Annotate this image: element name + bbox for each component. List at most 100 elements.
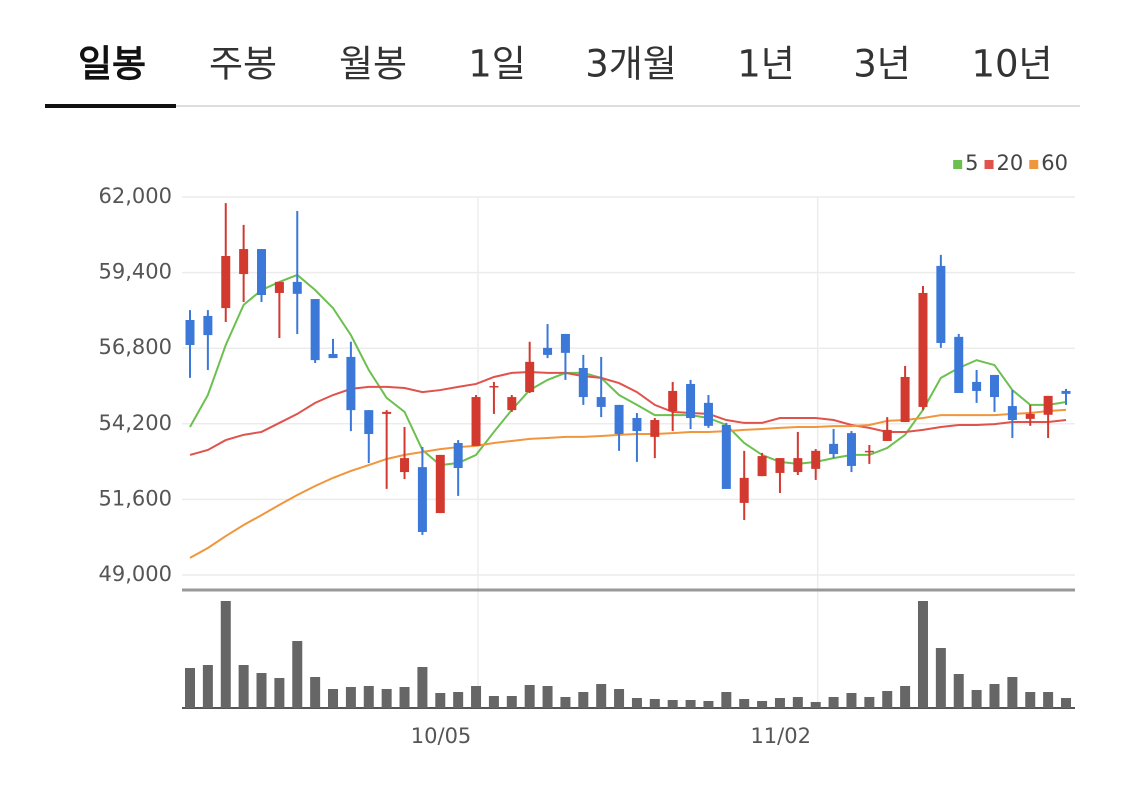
- candle-body: [596, 397, 606, 407]
- candle-body: [757, 456, 767, 477]
- tab[interactable]: 3개월: [585, 43, 677, 86]
- tab[interactable]: 일봉: [78, 43, 146, 86]
- legend-swatch: [1029, 160, 1039, 169]
- volume-bar: [596, 684, 607, 708]
- volume-bar: [1043, 692, 1054, 708]
- volume-bar: [900, 686, 911, 708]
- volume-bar: [989, 684, 1000, 708]
- candle-body: [793, 458, 803, 473]
- legend-label: 20: [997, 151, 1024, 175]
- tab[interactable]: 10년: [971, 43, 1052, 86]
- candle-body: [274, 281, 284, 293]
- volume-bar: [238, 665, 249, 708]
- y-tick-label: 51,600: [99, 486, 172, 510]
- volume-bar: [274, 678, 285, 708]
- candle-body: [471, 397, 481, 446]
- candle-body: [954, 336, 964, 393]
- candle-body: [543, 347, 553, 355]
- y-tick-label: 54,200: [99, 411, 172, 435]
- candle-body: [864, 450, 874, 453]
- volume-bar: [256, 673, 267, 708]
- candle-body: [811, 450, 821, 469]
- tab[interactable]: 1일: [468, 43, 526, 86]
- candle-body: [346, 356, 356, 411]
- candle-body: [382, 411, 392, 414]
- candle-body: [989, 374, 999, 398]
- legend-swatch: [953, 160, 963, 169]
- volume-bar: [310, 677, 321, 708]
- candle-body: [292, 281, 302, 294]
- volume-bar: [560, 697, 571, 708]
- candle-body: [560, 333, 570, 353]
- volume-bar: [846, 693, 857, 708]
- volume-bar: [792, 697, 803, 708]
- volume-bar: [917, 601, 928, 708]
- plot: 49,000 51,600 54,200 56,800 59,400 62,000 10/0…: [99, 151, 1075, 748]
- tab[interactable]: 주봉: [209, 43, 277, 86]
- y-tick-label: 59,400: [99, 260, 172, 284]
- tab[interactable]: 1년: [737, 43, 795, 86]
- volume-bar: [935, 648, 946, 708]
- volume-bar: [631, 698, 642, 708]
- legend-swatch: [984, 160, 994, 169]
- candle-body: [203, 315, 213, 336]
- candle-body: [578, 367, 588, 398]
- volume-bar: [1007, 677, 1018, 708]
- volume-bar: [328, 689, 339, 708]
- candle-body: [1043, 395, 1053, 415]
- volume-bar: [774, 698, 785, 708]
- volume-bar: [363, 686, 374, 708]
- volume-bar: [971, 690, 982, 708]
- volume-bar: [703, 701, 714, 708]
- candle-body: [614, 404, 624, 434]
- candle-body: [936, 265, 946, 343]
- volume-bar: [220, 601, 231, 708]
- candle-body: [400, 458, 410, 473]
- volume-bar: [649, 699, 660, 708]
- candle-body: [686, 383, 696, 418]
- candle-body: [775, 458, 785, 473]
- moving-average-line: [189, 408, 1067, 559]
- volume-bar: [578, 692, 589, 708]
- volume-bar: [757, 701, 768, 708]
- candle-body: [364, 410, 374, 434]
- candle-body: [918, 292, 928, 407]
- volume-bar: [542, 686, 553, 708]
- tab[interactable]: 월봉: [339, 43, 407, 86]
- x-tick-label: 11/02: [750, 724, 811, 748]
- candle-body: [632, 417, 642, 432]
- candle-body: [703, 402, 713, 426]
- volume-bar: [953, 674, 964, 708]
- volume-bar: [1061, 698, 1071, 708]
- candle-body: [417, 467, 427, 532]
- volume-bar: [345, 687, 356, 708]
- candle-body: [668, 390, 678, 412]
- volume-bar: [667, 700, 678, 708]
- candle-body: [328, 354, 338, 359]
- volume-bar: [685, 700, 696, 708]
- volume-bar: [614, 689, 625, 708]
- volume-bar: [524, 685, 535, 708]
- volume-bar: [882, 691, 893, 708]
- volume-bar: [864, 697, 875, 708]
- candle-body: [650, 420, 660, 437]
- candle-body: [525, 361, 535, 393]
- volume-bar: [488, 696, 499, 708]
- volume-bar: [453, 692, 464, 708]
- volume-bar: [202, 665, 213, 708]
- volume-bar: [739, 699, 750, 708]
- moving-average-line: [189, 273, 1067, 467]
- volume-bar: [810, 702, 821, 708]
- candle-body: [882, 429, 892, 441]
- tab[interactable]: 3년: [853, 43, 911, 86]
- volume-bar: [721, 692, 732, 708]
- volume-bar: [828, 697, 839, 708]
- candle-body: [739, 477, 749, 503]
- legend-label: 5: [965, 151, 978, 175]
- volume-bar: [292, 641, 303, 708]
- candle-body: [310, 299, 320, 361]
- candle-body: [1025, 413, 1035, 419]
- moving-average-line: [189, 371, 1067, 456]
- candle-body: [257, 249, 267, 295]
